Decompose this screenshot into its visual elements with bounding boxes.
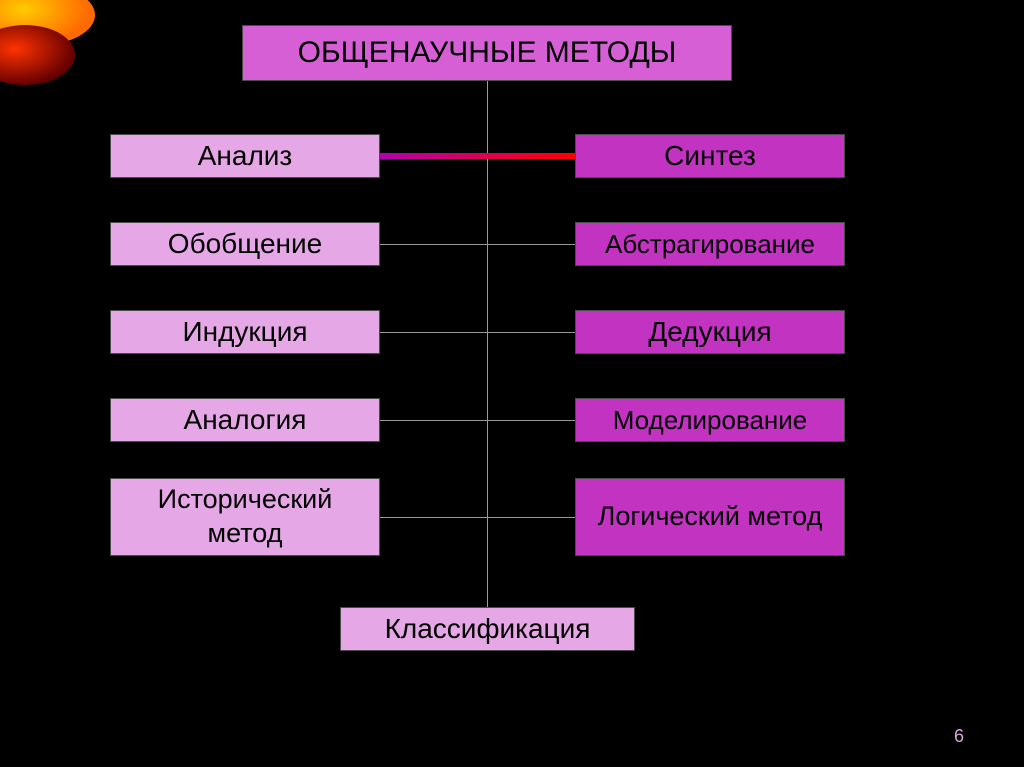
right-box-row-4: Логический метод xyxy=(575,478,845,556)
left-label-row-4: Исторический метод xyxy=(119,483,371,551)
title-label: ОБЩЕНАУЧНЫЕ МЕТОДЫ xyxy=(298,36,677,70)
connector-row-4 xyxy=(380,517,575,518)
left-label-row-3: Аналогия xyxy=(184,404,307,436)
corner-decoration-icon xyxy=(0,0,160,100)
page-number: 6 xyxy=(954,726,964,747)
right-label-row-3: Моделирование xyxy=(613,405,808,436)
connector-vertical-main xyxy=(487,81,488,651)
right-label-row-0: Синтез xyxy=(664,140,756,172)
left-label-row-1: Обобщение xyxy=(168,228,322,260)
left-box-row-2: Индукция xyxy=(110,310,380,354)
right-box-row-1: Абстрагирование xyxy=(575,222,845,266)
accent-line-row-0 xyxy=(380,153,575,159)
connector-row-1 xyxy=(380,244,575,245)
left-box-row-0: Анализ xyxy=(110,134,380,178)
right-label-row-2: Дедукция xyxy=(648,316,771,348)
title-box: ОБЩЕНАУЧНЫЕ МЕТОДЫ xyxy=(242,25,732,81)
bottom-box: Классификация xyxy=(340,607,635,651)
connector-row-2 xyxy=(380,332,575,333)
left-box-row-4: Исторический метод xyxy=(110,478,380,556)
right-box-row-2: Дедукция xyxy=(575,310,845,354)
right-box-row-0: Синтез xyxy=(575,134,845,178)
bottom-label: Классификация xyxy=(385,613,591,645)
connector-row-3 xyxy=(380,420,575,421)
left-label-row-0: Анализ xyxy=(198,140,293,172)
left-box-row-1: Обобщение xyxy=(110,222,380,266)
left-label-row-2: Индукция xyxy=(182,316,307,348)
right-label-row-4: Логический метод xyxy=(598,500,823,534)
right-label-row-1: Абстрагирование xyxy=(605,229,815,260)
right-box-row-3: Моделирование xyxy=(575,398,845,442)
left-box-row-3: Аналогия xyxy=(110,398,380,442)
